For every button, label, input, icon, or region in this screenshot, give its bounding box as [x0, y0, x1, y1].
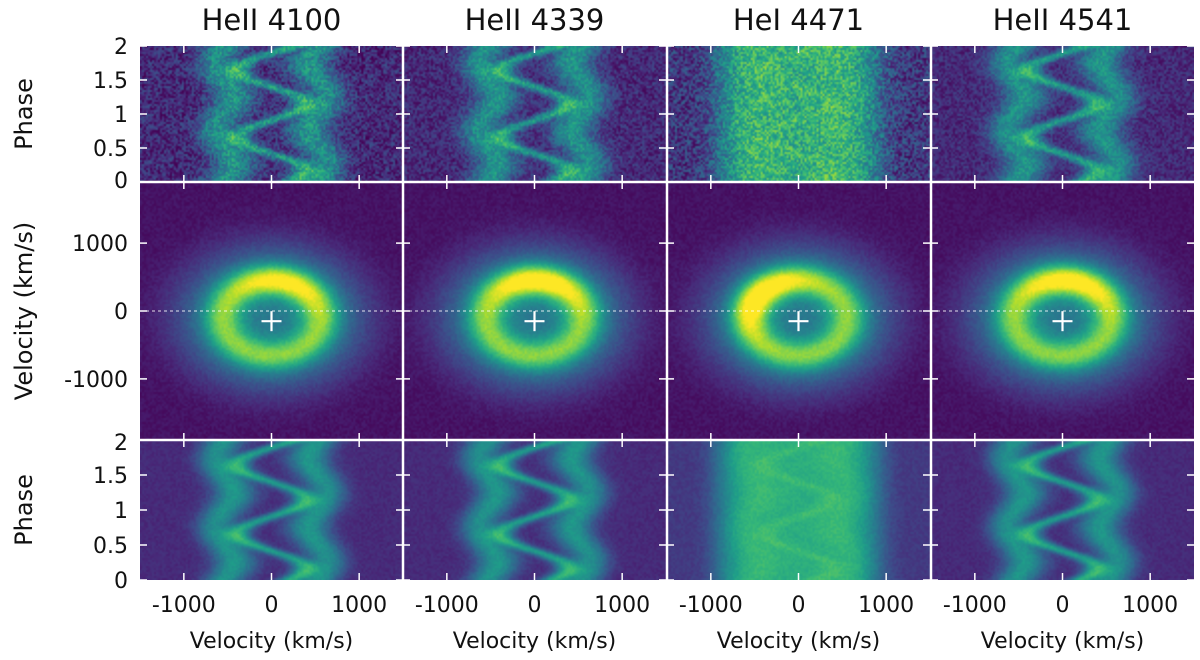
- panel-doppler-maps-2: [403, 182, 666, 440]
- x-tick-label: 0: [792, 593, 806, 618]
- y-tick-label: 1000: [72, 232, 128, 257]
- heatmap-image: [931, 440, 1194, 580]
- y-tick-label: 1: [114, 103, 128, 128]
- x-tick-label: 1000: [594, 593, 650, 618]
- panel-observed-trailed-spectra-1: [140, 45, 403, 183]
- heatmap-image: [667, 440, 930, 580]
- y-tick-label: 0: [114, 569, 128, 594]
- x-tick-label: 1000: [1122, 593, 1178, 618]
- y-tick-label: 0.5: [93, 534, 128, 559]
- y-axis-label: Phase: [10, 78, 38, 150]
- x-tick-label: 0: [1056, 593, 1070, 618]
- x-tick-label: -1000: [415, 593, 479, 618]
- heatmap-image: [931, 46, 1194, 182]
- x-axis-label: Velocity (km/s): [981, 629, 1145, 654]
- panel-reconstructed-trailed-spectra-1: [140, 439, 403, 581]
- panel-doppler-maps-1: [140, 182, 403, 440]
- panel-observed-trailed-spectra-2: [403, 45, 666, 183]
- y-tick-label: 1.5: [93, 464, 128, 489]
- y-axis-label: Phase: [10, 474, 38, 546]
- y-axis-label: Velocity (km/s): [10, 222, 38, 400]
- heatmap-image: [667, 46, 930, 182]
- heatmap-image: [140, 46, 403, 182]
- column-title: HeII 4541: [993, 3, 1133, 37]
- x-tick-label: -1000: [679, 593, 743, 618]
- column-title: HeII 4100: [202, 3, 342, 37]
- panel-observed-trailed-spectra-4: [931, 45, 1194, 183]
- y-tick-label: 2: [114, 431, 128, 456]
- panel-reconstructed-trailed-spectra-3: [667, 439, 930, 581]
- column-title: HeI 4471: [733, 3, 864, 37]
- y-tick-label: 0: [114, 300, 128, 325]
- y-tick-label: 1: [114, 499, 128, 524]
- x-axis-label: Velocity (km/s): [453, 629, 617, 654]
- heatmap-image: [140, 440, 403, 580]
- x-tick-label: -1000: [943, 593, 1007, 618]
- x-tick-label: 0: [528, 593, 542, 618]
- x-tick-label: -1000: [152, 593, 216, 618]
- y-tick-label: 2: [114, 35, 128, 60]
- y-tick-label: -1000: [64, 368, 128, 393]
- x-tick-label: 1000: [331, 593, 387, 618]
- column-title: HeII 4339: [465, 3, 605, 37]
- figure-labels: HeII 4100 HeII 4339 HeI 4471 HeII 4541 0 0.5 1…: [10, 3, 1194, 654]
- heatmap-image: [403, 46, 666, 182]
- x-axis-label: Velocity (km/s): [717, 629, 881, 654]
- heatmap-image: [403, 440, 666, 580]
- panel-doppler-maps-4: [931, 182, 1194, 440]
- panel-grid: [140, 45, 1194, 581]
- x-tick-label: 1000: [858, 593, 914, 618]
- panel-doppler-maps-3: [667, 182, 930, 440]
- y-tick-label: 0.5: [93, 137, 128, 162]
- y-tick-label: 0: [114, 169, 128, 194]
- x-tick-label: 0: [265, 593, 279, 618]
- panel-reconstructed-trailed-spectra-4: [931, 439, 1194, 581]
- panel-observed-trailed-spectra-3: [667, 45, 930, 183]
- panel-reconstructed-trailed-spectra-2: [403, 439, 666, 581]
- x-axis-label: Velocity (km/s): [190, 629, 354, 654]
- y-tick-label: 1.5: [93, 69, 128, 94]
